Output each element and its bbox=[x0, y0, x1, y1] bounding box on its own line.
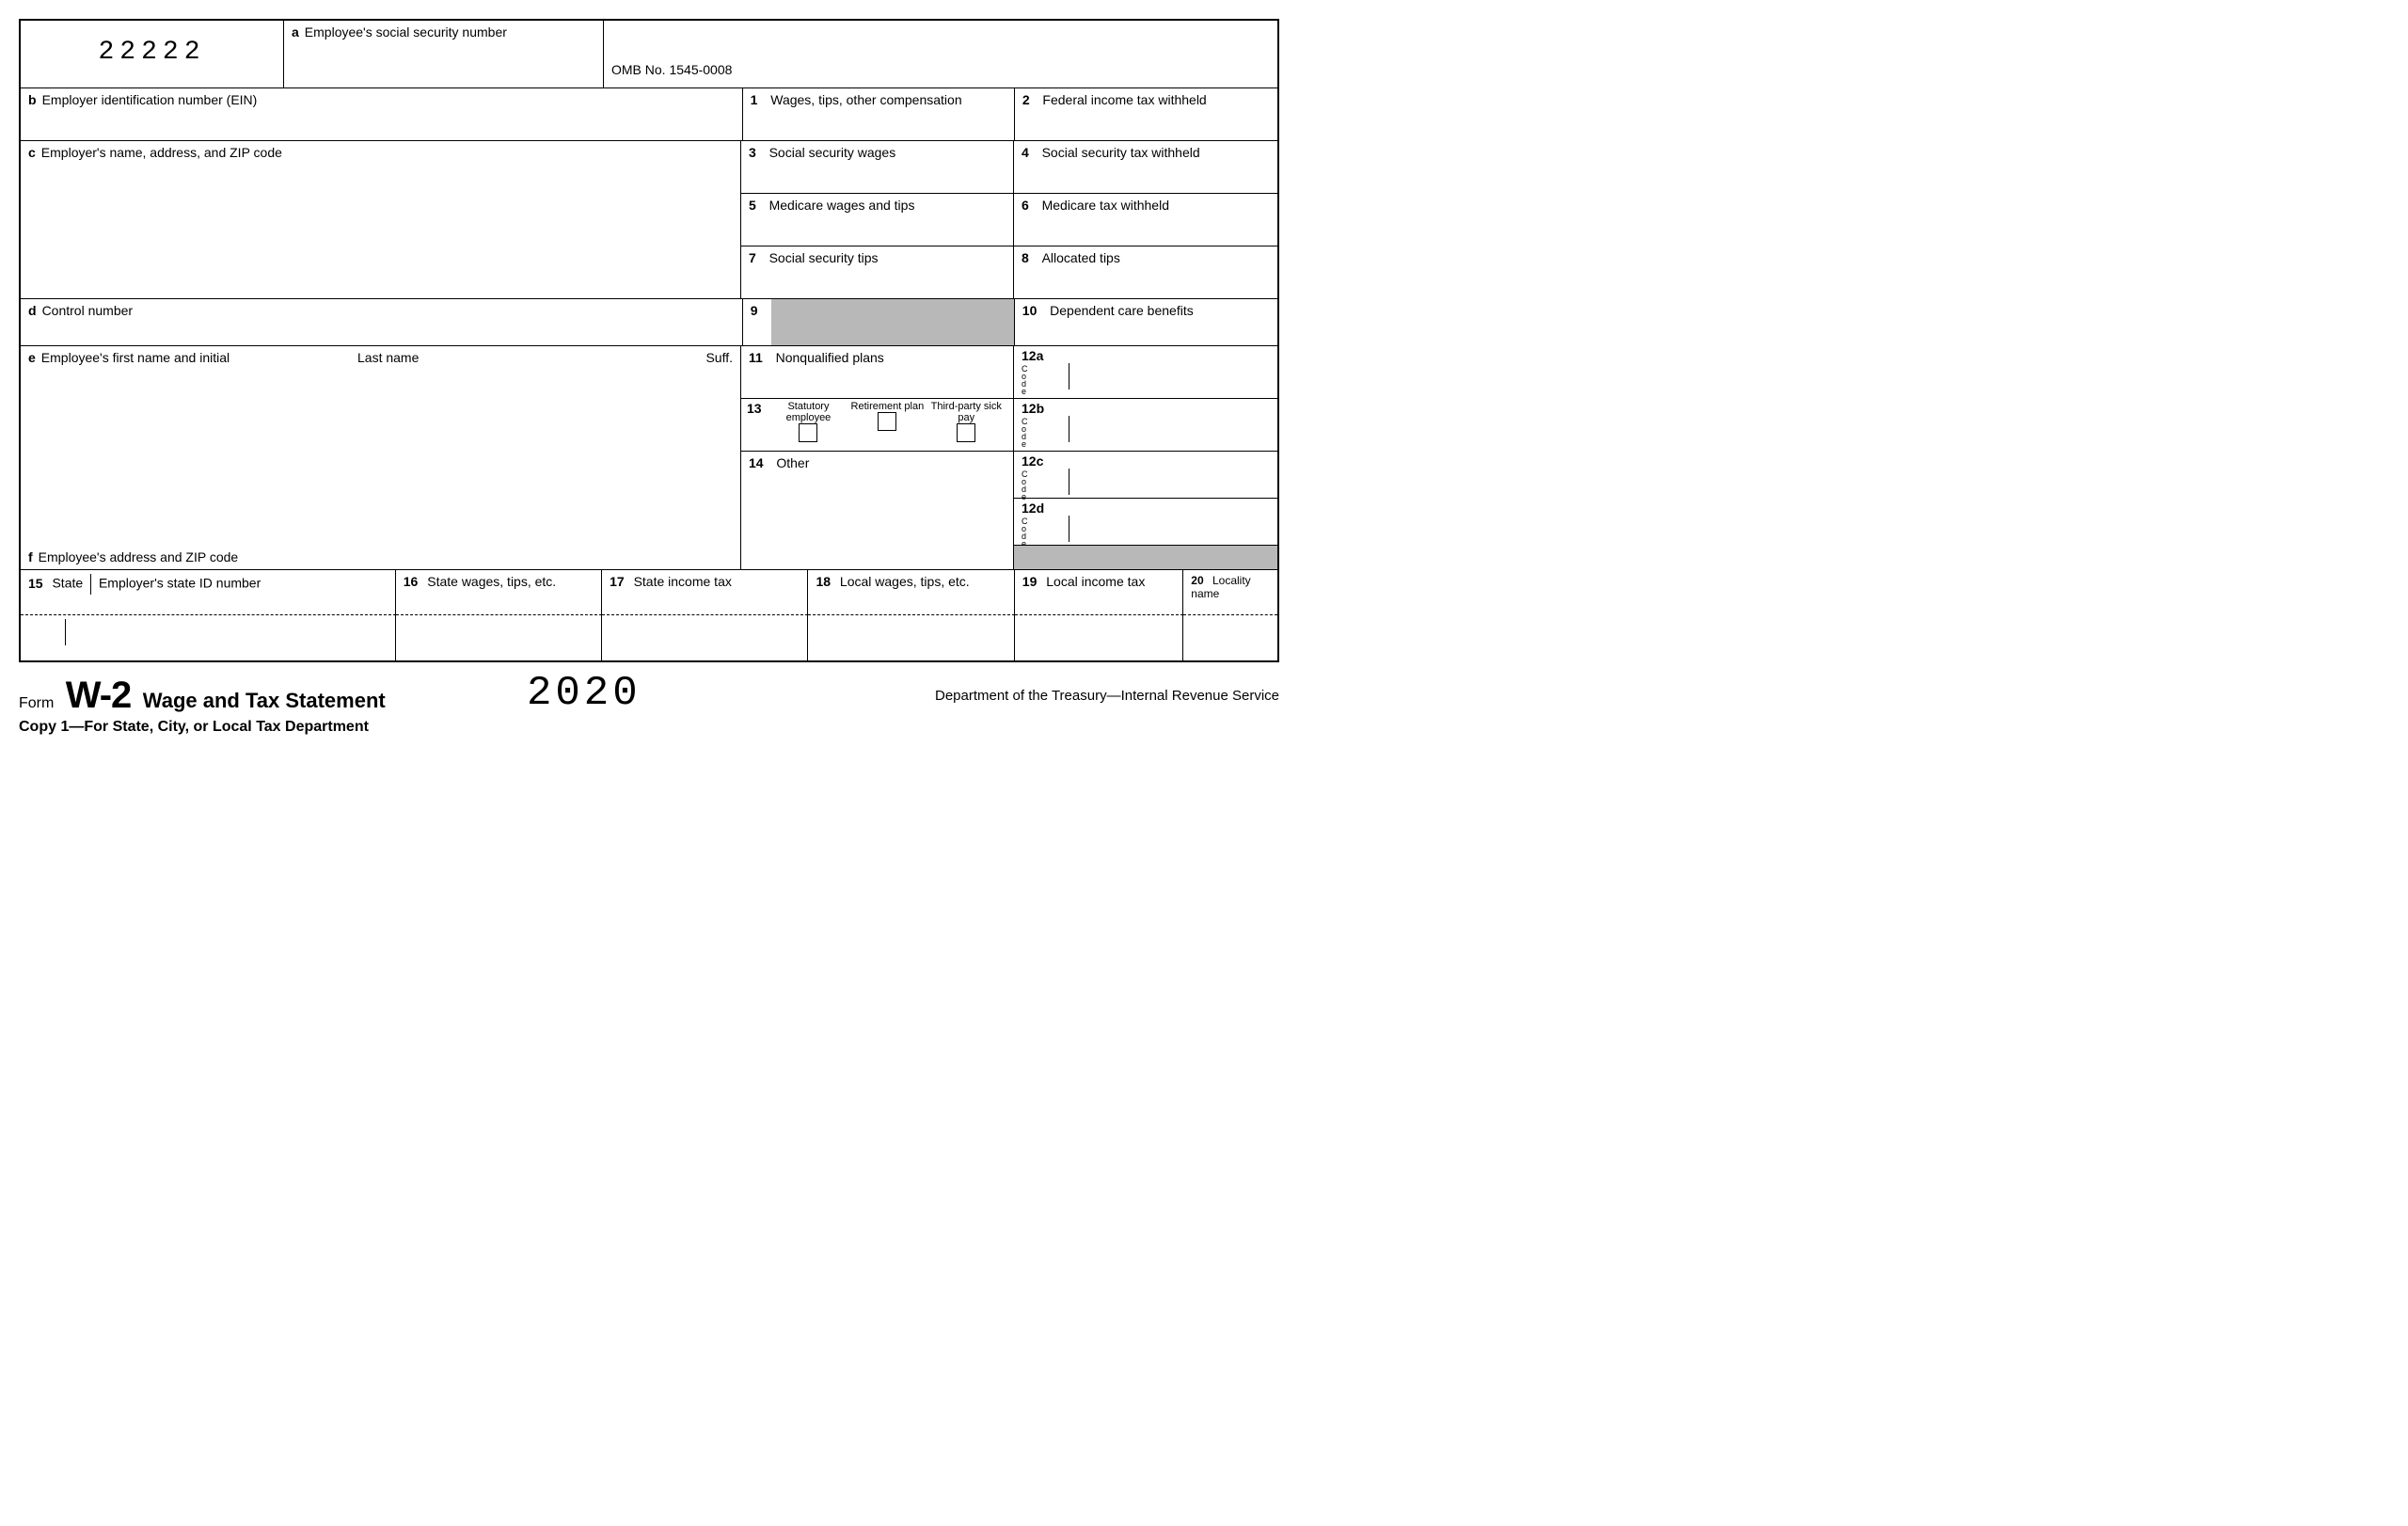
box-e-suff: Suff. bbox=[705, 350, 733, 365]
omb: OMB No. 1545-0008 bbox=[604, 21, 1277, 88]
box-10-label: Dependent care benefits bbox=[1050, 303, 1194, 318]
box-e: eEmployee's first name and initial Last … bbox=[21, 346, 740, 548]
box-13c-label: Third-party sick pay bbox=[931, 401, 1002, 423]
box-17-r2 bbox=[602, 615, 808, 660]
box-d: dControl number bbox=[21, 299, 743, 346]
box-14-label: Other bbox=[776, 455, 809, 470]
footer-w2: W-2 bbox=[66, 675, 132, 716]
box-15: 15 State Employer's state ID number bbox=[21, 570, 396, 615]
box-7: 7 Social security tips bbox=[741, 246, 1014, 299]
checkbox-sickpay[interactable] bbox=[957, 423, 975, 442]
box-18: 18 Local wages, tips, etc. bbox=[808, 570, 1014, 615]
box-18-r2 bbox=[808, 615, 1014, 660]
box-e-last: Last name bbox=[357, 350, 419, 365]
box-17: 17 State income tax bbox=[602, 570, 808, 615]
box-3: 3 Social security wages bbox=[741, 141, 1014, 194]
box-2-label: Federal income tax withheld bbox=[1042, 92, 1206, 107]
checkbox-retirement[interactable] bbox=[878, 412, 896, 431]
box-17-label: State income tax bbox=[634, 574, 732, 589]
form-code: 22222 bbox=[21, 21, 284, 88]
box-f: fEmployee's address and ZIP code bbox=[21, 548, 740, 570]
box-11-label: Nonqualified plans bbox=[776, 350, 884, 365]
box-12d: 12d Code bbox=[1014, 499, 1277, 546]
box-12-gray bbox=[1014, 546, 1277, 570]
box-14: 14 Other bbox=[741, 452, 1014, 570]
box-7-label: Social security tips bbox=[769, 250, 879, 265]
box-2: 2 Federal income tax withheld bbox=[1015, 88, 1277, 141]
box-8: 8 Allocated tips bbox=[1014, 246, 1277, 299]
box-e-first: Employee's first name and initial bbox=[41, 350, 230, 365]
footer-title: Wage and Tax Statement bbox=[143, 689, 386, 712]
box-c-label: Employer's name, address, and ZIP code bbox=[41, 145, 282, 160]
box-1: 1 Wages, tips, other compensation bbox=[743, 88, 1015, 141]
box-19: 19 Local income tax bbox=[1015, 570, 1183, 615]
box-15-ein: Employer's state ID number bbox=[99, 576, 261, 591]
box-b-label: Employer identification number (EIN) bbox=[42, 92, 258, 107]
box-4: 4 Social security tax withheld bbox=[1014, 141, 1277, 194]
box-8-label: Allocated tips bbox=[1042, 250, 1120, 265]
footer-form: Form bbox=[19, 695, 54, 711]
footer-year: 2020 bbox=[527, 670, 771, 717]
box-12a: 12a Code bbox=[1014, 346, 1277, 399]
box-6: 6 Medicare tax withheld bbox=[1014, 194, 1277, 246]
box-16-label: State wages, tips, etc. bbox=[427, 574, 556, 589]
box-20-r2 bbox=[1183, 615, 1277, 660]
box-c: cEmployer's name, address, and ZIP code bbox=[21, 141, 741, 299]
checkbox-statutory[interactable] bbox=[799, 423, 817, 442]
box-16: 16 State wages, tips, etc. bbox=[396, 570, 602, 615]
box-3-label: Social security wages bbox=[769, 145, 896, 160]
box-15-r2 bbox=[21, 615, 396, 660]
box-10: 10 Dependent care benefits bbox=[1015, 299, 1277, 346]
box-12c: 12c Code bbox=[1014, 452, 1277, 499]
box-15-state: State bbox=[52, 576, 83, 591]
w2-form: 22222 aEmployee's social security number… bbox=[19, 19, 1279, 662]
box-12b: 12b Code bbox=[1014, 399, 1277, 452]
box-19-label: Local income tax bbox=[1046, 574, 1145, 589]
box-f-label: Employee's address and ZIP code bbox=[39, 549, 239, 564]
box-19-r2 bbox=[1015, 615, 1183, 660]
box-13: 13 Statutory employee Retirement plan Th… bbox=[741, 399, 1014, 452]
box-d-label: Control number bbox=[42, 303, 134, 318]
box-6-label: Medicare tax withheld bbox=[1042, 198, 1169, 213]
box-9: 9 bbox=[743, 299, 1015, 346]
footer: Form W-2 Wage and Tax Statement 2020 Dep… bbox=[19, 662, 1279, 736]
box-13a-label: Statutory employee bbox=[786, 401, 832, 423]
box-13b-label: Retirement plan bbox=[851, 401, 925, 412]
box-11: 11 Nonqualified plans bbox=[741, 346, 1014, 399]
box-1-label: Wages, tips, other compensation bbox=[770, 92, 961, 107]
footer-copy: Copy 1—For State, City, or Local Tax Dep… bbox=[19, 719, 1279, 736]
box-16-r2 bbox=[396, 615, 602, 660]
box-5: 5 Medicare wages and tips bbox=[741, 194, 1014, 246]
box-20: 20 Locality name bbox=[1183, 570, 1277, 615]
box-18-label: Local wages, tips, etc. bbox=[840, 574, 970, 589]
footer-dept: Department of the Treasury—Internal Reve… bbox=[771, 688, 1279, 717]
box-5-label: Medicare wages and tips bbox=[769, 198, 915, 213]
box-4-label: Social security tax withheld bbox=[1042, 145, 1200, 160]
box-a-label: Employee's social security number bbox=[305, 24, 507, 40]
box-b: bEmployer identification number (EIN) bbox=[21, 88, 743, 141]
box-a: aEmployee's social security number bbox=[284, 21, 604, 88]
